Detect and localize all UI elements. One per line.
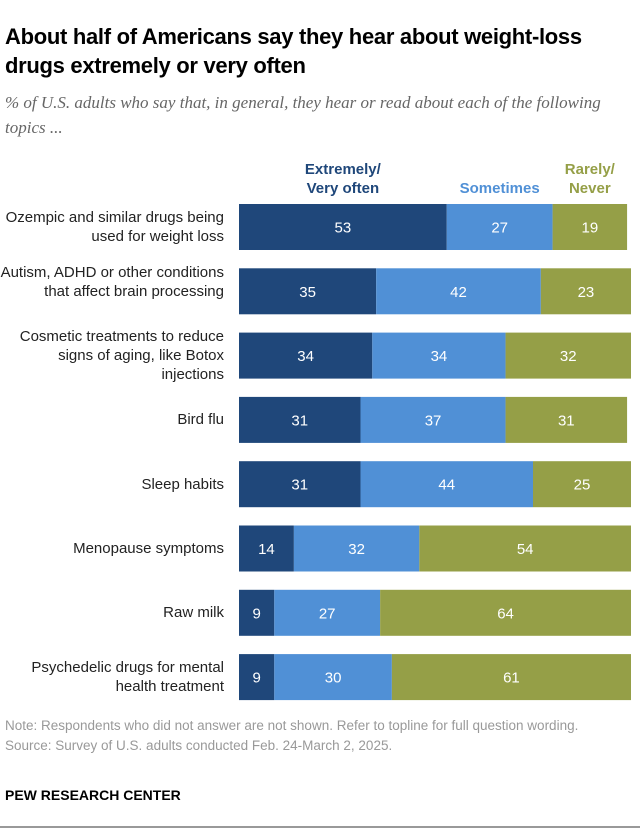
bar-segment: [540, 268, 631, 315]
data-label: 9: [252, 605, 260, 622]
bar-segment: [293, 525, 420, 572]
bar-segment: [505, 396, 628, 443]
category-label: Ozempic and similar drugs being used for…: [5, 209, 224, 245]
source-text: Source: Survey of U.S. adults conducted …: [5, 738, 393, 753]
chart-title: About half of Americans say they hear ab…: [5, 24, 582, 78]
data-label: 25: [574, 477, 591, 494]
bar-segment: [274, 589, 381, 636]
data-label: 19: [581, 220, 598, 237]
data-label: 37: [425, 412, 442, 429]
data-label: 42: [450, 284, 467, 301]
bar-segment: [505, 332, 631, 379]
data-label: 27: [491, 220, 508, 237]
data-label: 64: [497, 605, 514, 622]
data-label: 23: [578, 284, 595, 301]
data-label: 27: [319, 605, 336, 622]
data-label: 32: [348, 541, 365, 558]
legend-item: Extremely/Very often: [304, 161, 381, 197]
bar-segment: [239, 332, 373, 379]
chart-note: Note: Respondents who did not answer are…: [5, 716, 630, 756]
bar-segment: [419, 525, 631, 572]
bar-segment: [380, 589, 631, 636]
data-label: 53: [335, 220, 352, 237]
data-label: 44: [438, 477, 455, 494]
bar-segment: [446, 204, 553, 250]
bar-segment: [239, 525, 294, 572]
bar-segment: [360, 396, 506, 443]
bar-segment: [274, 654, 392, 701]
chart-subtitle: % of U.S. adults who say that, in genera…: [5, 93, 601, 137]
data-label: 34: [431, 348, 448, 365]
bar-segment: [239, 589, 275, 636]
bar-segment: [372, 332, 506, 379]
bar-segment: [376, 268, 541, 315]
bar-segment: [239, 204, 447, 250]
data-label: 54: [517, 541, 534, 558]
bar-segment: [239, 654, 275, 701]
category-label: Menopause symptoms: [73, 540, 224, 557]
category-label: Raw milk: [163, 604, 224, 622]
data-label: 31: [291, 412, 308, 429]
data-label: 30: [325, 670, 342, 687]
data-label: 34: [297, 348, 314, 365]
bar-segment: [239, 268, 377, 315]
data-label: 9: [252, 670, 260, 687]
data-label: 31: [558, 412, 575, 429]
data-label: 14: [258, 541, 275, 558]
legend-item: Sometimes: [459, 180, 540, 197]
bar-segment: [391, 654, 631, 701]
data-label: 35: [299, 284, 316, 301]
bar-segment: [552, 204, 628, 250]
brand-logo-text: PEW RESEARCH CENTER: [5, 787, 181, 803]
bar-segment: [360, 461, 533, 508]
data-label: 32: [560, 348, 577, 365]
legend-item: Rarely/Never: [564, 161, 615, 197]
category-label: Psychedelic drugs for mental health trea…: [31, 659, 224, 696]
category-label: Bird flu: [177, 411, 224, 429]
data-label: 31: [291, 477, 308, 494]
bar-segment: [533, 461, 631, 508]
category-label: Autism, ADHD or other conditions that af…: [0, 263, 224, 300]
data-label: 61: [503, 670, 520, 687]
category-label: Sleep habits: [141, 475, 224, 493]
bottom-rule: [0, 826, 640, 828]
bar-segment: [239, 461, 361, 508]
category-label: Cosmetic treatments to reduce signs of a…: [19, 328, 224, 384]
bar-segment: [239, 396, 361, 443]
note-text: Note: Respondents who did not answer are…: [5, 718, 579, 733]
